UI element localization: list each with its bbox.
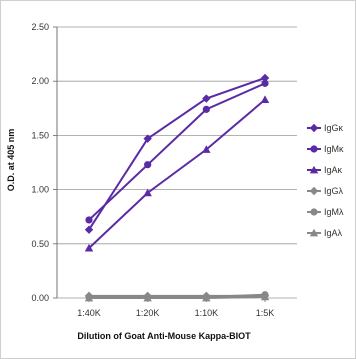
data-point bbox=[202, 145, 211, 153]
legend-marker bbox=[309, 228, 319, 237]
axes: 0.00 0.50 1.00 1.50 2.00 2.50 1:40K 1:20K 1:10K 1… bbox=[31, 22, 274, 318]
legend-label: IgAλ bbox=[324, 228, 343, 238]
x-tick-label: 1:40K bbox=[77, 308, 101, 318]
legend-marker bbox=[309, 165, 319, 174]
x-tick-label: 1:5K bbox=[256, 308, 275, 318]
y-tick-label: 0.50 bbox=[31, 239, 49, 249]
data-point bbox=[143, 293, 152, 302]
legend-label: IgMκ bbox=[324, 144, 344, 154]
legend: IgGκ IgMκ IgAκ IgGλ IgMλ IgAλ bbox=[307, 123, 344, 238]
x-tick-label: 1:20K bbox=[136, 308, 160, 318]
series-line-6 bbox=[89, 295, 266, 299]
data-point bbox=[261, 79, 269, 87]
data-point bbox=[202, 94, 211, 103]
legend-label: IgMλ bbox=[324, 207, 344, 217]
data-point bbox=[144, 161, 152, 169]
y-tick-label: 2.50 bbox=[31, 22, 49, 32]
data-point bbox=[260, 73, 270, 83]
data-point bbox=[143, 134, 152, 143]
y-tick-label: 2.00 bbox=[31, 76, 49, 86]
data-point bbox=[84, 225, 94, 234]
legend-marker bbox=[310, 208, 318, 216]
x-tick-label: 1:10K bbox=[195, 308, 219, 318]
series-line-2 bbox=[88, 82, 266, 221]
series-line-1 bbox=[88, 77, 266, 231]
data-point bbox=[260, 292, 270, 301]
data-point bbox=[85, 216, 93, 224]
data-point bbox=[84, 243, 94, 252]
series bbox=[84, 73, 270, 302]
y-tick-label: 1.00 bbox=[31, 185, 49, 195]
legend-marker bbox=[310, 145, 318, 153]
data-point bbox=[202, 105, 210, 113]
data-point bbox=[143, 188, 152, 197]
legend-label: IgGκ bbox=[324, 123, 344, 133]
data-point bbox=[202, 293, 211, 302]
legend-marker bbox=[309, 123, 319, 133]
x-axis-title: Dilution of Goat Anti-Mouse Kappa-BIOT bbox=[77, 331, 251, 341]
legend-label: IgGλ bbox=[324, 186, 344, 196]
data-point bbox=[84, 293, 94, 302]
series-line-3 bbox=[88, 98, 266, 249]
legend-label: IgAκ bbox=[324, 165, 343, 175]
legend-marker bbox=[309, 186, 319, 196]
series-line-5 bbox=[89, 293, 266, 298]
y-tick-label: 1.50 bbox=[31, 130, 49, 140]
y-tick-label: 0.00 bbox=[31, 293, 49, 303]
y-axis-title: O.D. at 405 nm bbox=[6, 129, 16, 192]
data-point bbox=[260, 95, 270, 103]
